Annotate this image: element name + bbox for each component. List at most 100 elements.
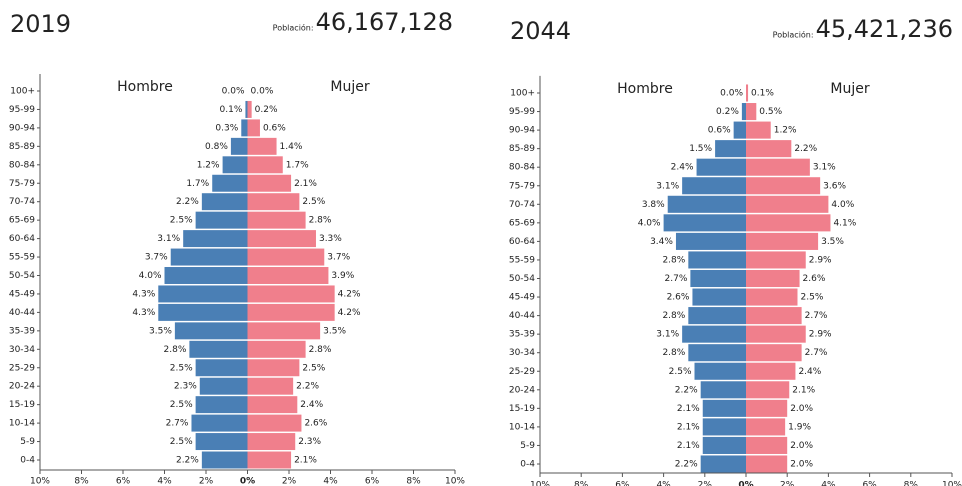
bar	[247, 359, 300, 377]
bar	[746, 195, 829, 213]
y-tick-label: 40-44	[9, 308, 35, 318]
y-tick-label: 75-79	[509, 181, 535, 191]
bar	[682, 325, 746, 343]
bar	[696, 158, 746, 176]
y-tick-label: 0-4	[520, 460, 535, 470]
y-tick-label: 95-99	[9, 105, 35, 115]
y-tick-label: 20-24	[509, 385, 535, 395]
bar	[746, 121, 771, 139]
value-label: 2.1%	[294, 179, 317, 189]
legend-label: Mujer	[330, 79, 369, 95]
x-tick-label: 4%	[157, 477, 172, 486]
value-label: 3.5%	[149, 326, 172, 336]
value-label: 4.0%	[831, 200, 854, 210]
y-tick-label: 0-4	[20, 456, 35, 466]
y-tick-label: 45-49	[509, 293, 535, 303]
value-label: 2.1%	[792, 385, 815, 395]
bar	[222, 156, 248, 174]
x-tick-label: 2%	[282, 477, 297, 486]
value-label: 1.7%	[186, 179, 209, 189]
bar	[746, 288, 798, 306]
bar	[247, 414, 302, 432]
bar	[247, 285, 335, 303]
x-tick-label: 6%	[862, 481, 877, 486]
value-label: 0.5%	[759, 107, 782, 117]
value-label: 1.2%	[774, 126, 797, 136]
legend-label: Hombre	[617, 81, 673, 97]
bar	[245, 100, 248, 118]
x-tick-label: 4%	[323, 477, 338, 486]
value-label: 3.4%	[650, 237, 673, 247]
value-label: 2.7%	[665, 274, 688, 284]
x-tick-label: 10%	[445, 477, 465, 486]
bar	[690, 269, 746, 288]
population-value: 45,421,236	[816, 15, 953, 43]
bar	[746, 381, 790, 399]
value-label: 4.3%	[132, 308, 155, 318]
value-label: 2.9%	[809, 330, 832, 340]
value-label: 3.5%	[323, 326, 346, 336]
x-tick-label: 2%	[780, 481, 795, 486]
bar	[247, 303, 335, 321]
value-label: 2.7%	[166, 419, 189, 429]
value-label: 1.4%	[280, 142, 303, 152]
bar	[247, 377, 294, 395]
bar	[746, 362, 796, 380]
y-tick-label: 25-29	[9, 363, 35, 373]
bar	[247, 119, 260, 137]
value-label: 0.0%	[720, 89, 743, 99]
bar	[746, 214, 831, 232]
y-tick-label: 90-94	[509, 126, 535, 136]
value-label: 2.2%	[675, 460, 698, 470]
y-tick-label: 80-84	[9, 160, 35, 170]
bar	[247, 137, 277, 155]
y-tick-label: 30-34	[509, 348, 535, 358]
x-tick-label: 8%	[406, 477, 421, 486]
bar	[741, 103, 746, 121]
bar	[195, 433, 248, 451]
bar	[230, 137, 248, 155]
value-label: 0.2%	[255, 105, 278, 115]
legend-label: Mujer	[830, 81, 869, 97]
bar	[247, 322, 321, 340]
y-tick-label: 15-19	[509, 404, 535, 414]
value-label: 0.6%	[263, 123, 286, 133]
y-tick-label: 45-49	[9, 289, 35, 299]
value-label: 3.7%	[145, 253, 168, 263]
value-label: 0.3%	[215, 123, 238, 133]
x-tick-label: 8%	[74, 477, 89, 486]
bar	[241, 119, 248, 137]
y-tick-label: 55-59	[509, 255, 535, 265]
value-label: 2.5%	[669, 367, 692, 377]
value-label: 4.0%	[139, 271, 162, 281]
bar	[247, 100, 252, 118]
value-label: 2.9%	[809, 255, 832, 265]
y-tick-label: 65-69	[9, 216, 35, 226]
bar	[746, 325, 806, 343]
value-label: 2.8%	[309, 345, 332, 355]
value-label: 3.1%	[656, 181, 679, 191]
bar	[688, 251, 746, 269]
value-label: 2.5%	[170, 363, 193, 373]
value-label: 2.5%	[302, 363, 325, 373]
bar	[700, 455, 746, 473]
bar	[733, 121, 746, 139]
value-label: 2.2%	[794, 144, 817, 154]
value-label: 3.8%	[642, 200, 665, 210]
y-tick-label: 95-99	[509, 107, 535, 117]
bar	[682, 177, 746, 195]
bar	[746, 158, 810, 176]
y-tick-label: 65-69	[509, 218, 535, 228]
bar	[746, 418, 786, 436]
bar	[189, 340, 248, 358]
value-label: 2.0%	[790, 460, 813, 470]
x-tick-label: 8%	[574, 481, 589, 486]
bar	[746, 251, 806, 269]
value-label: 4.3%	[132, 289, 155, 299]
value-label: 1.9%	[788, 422, 811, 432]
y-tick-label: 55-59	[9, 253, 35, 263]
value-label: 2.1%	[677, 441, 700, 451]
y-tick-label: 30-34	[9, 345, 35, 355]
bar	[247, 340, 306, 358]
